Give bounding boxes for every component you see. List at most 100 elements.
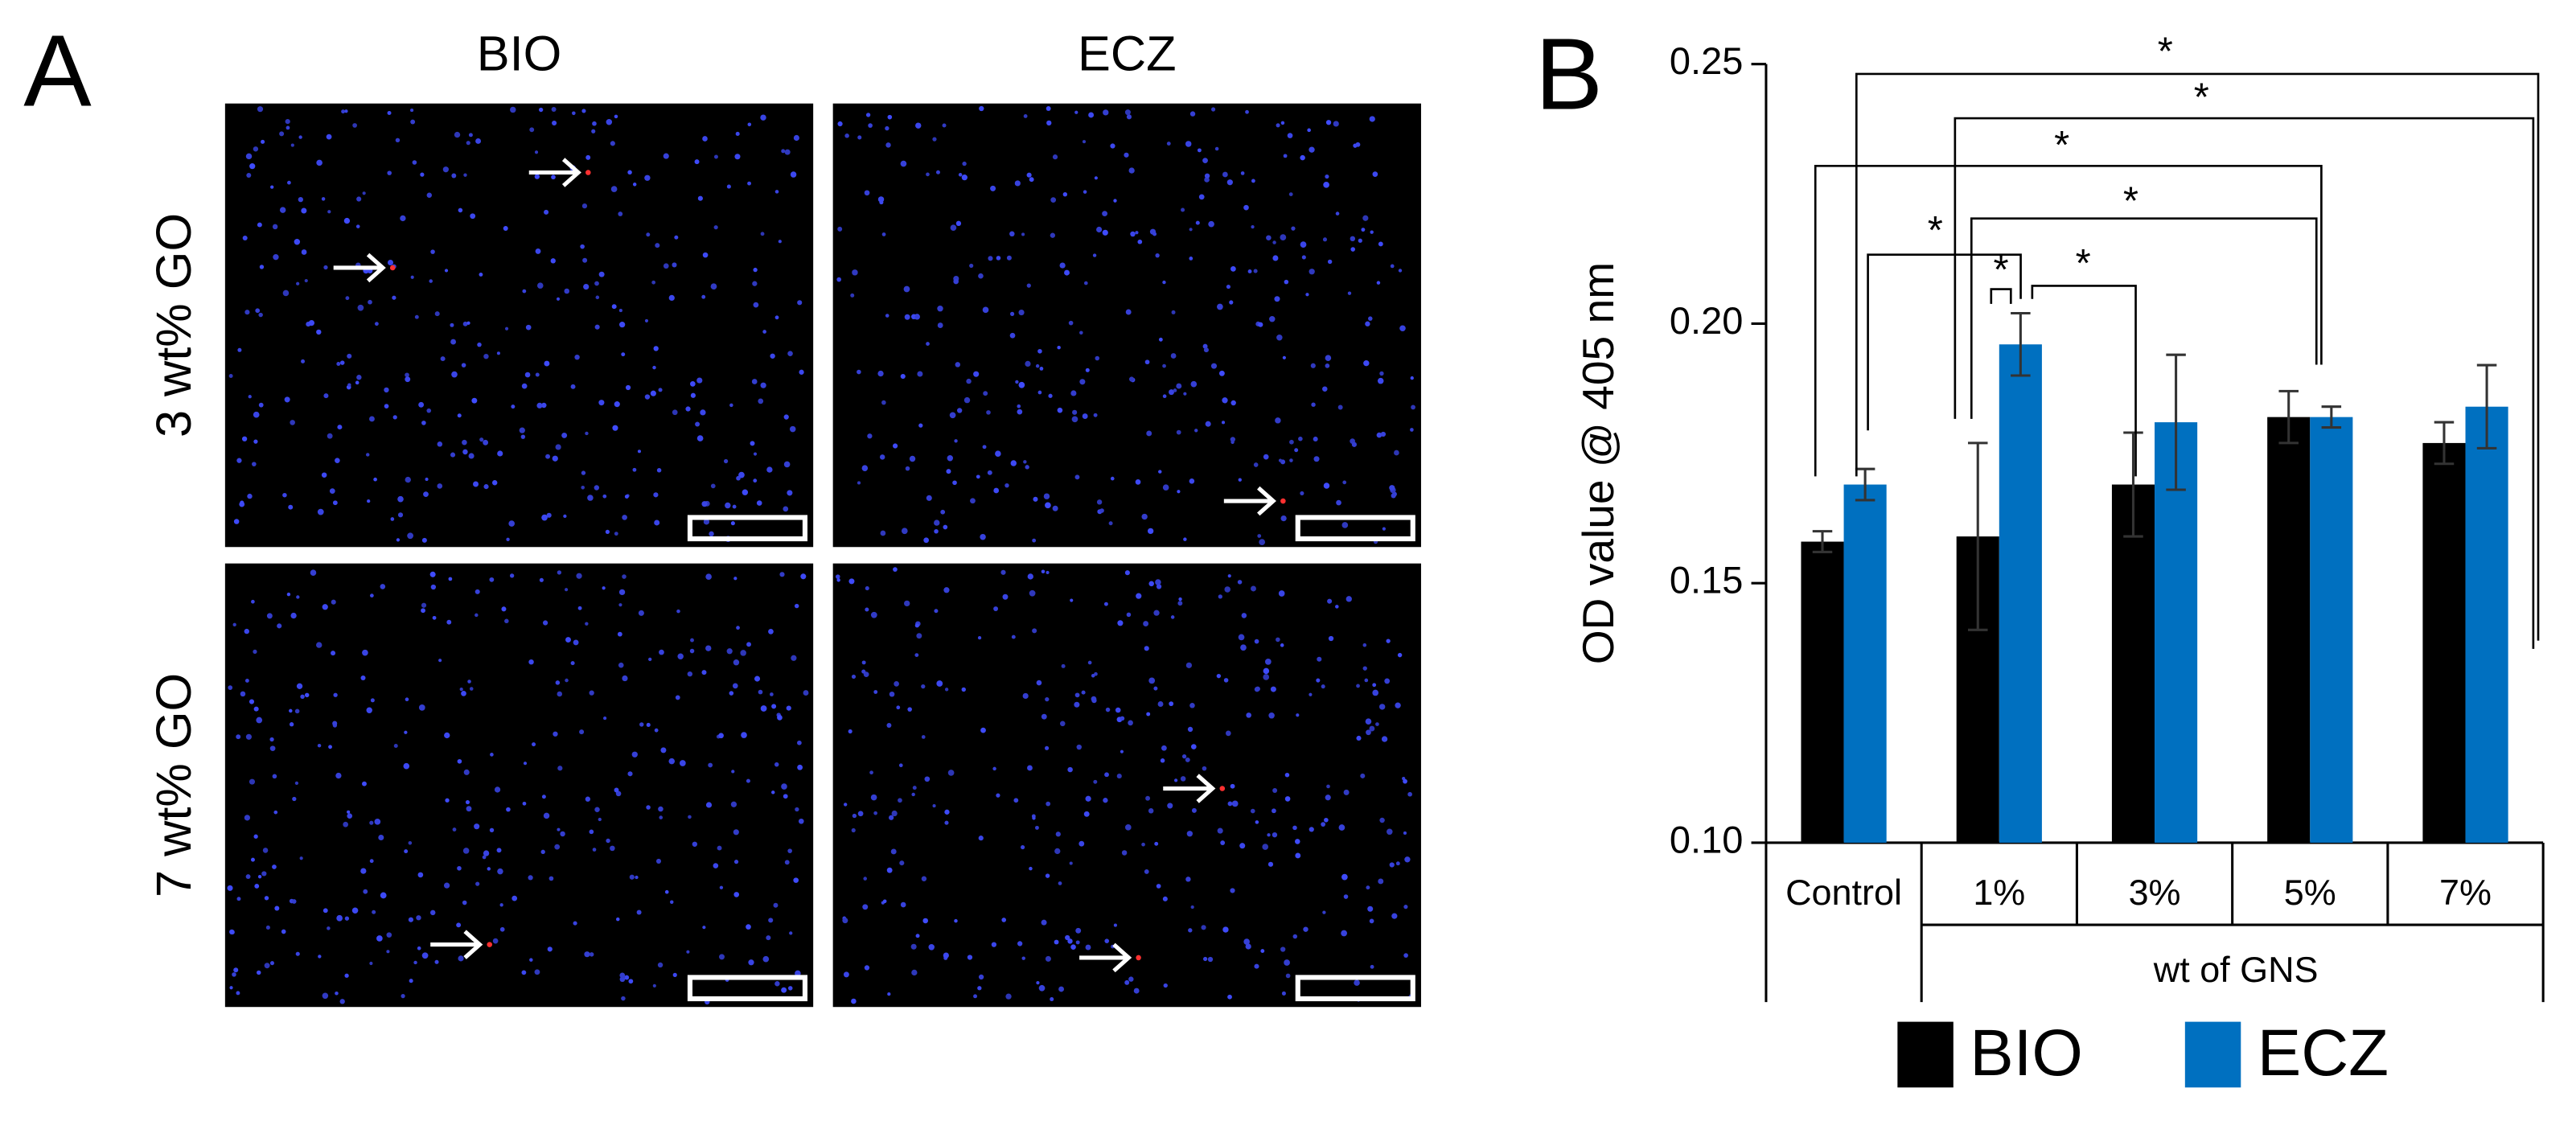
cell-dot [861, 669, 866, 674]
cell-dot [622, 515, 627, 520]
cell-dot [506, 537, 510, 541]
cell-dot [889, 691, 895, 697]
cell-dot [1288, 192, 1293, 196]
cell-dot [1144, 359, 1150, 365]
cell-dot [229, 986, 233, 990]
cell-dot [1069, 861, 1073, 865]
cell-dot [605, 529, 610, 534]
cell-dot [629, 874, 635, 880]
cell-dot [1272, 808, 1276, 814]
cell-dot [592, 121, 597, 126]
cell-dot [479, 272, 483, 277]
cell-dot [1394, 450, 1399, 456]
cell-dot [690, 392, 696, 398]
cell-dot [857, 369, 861, 375]
cell-dot [269, 745, 276, 752]
cell-dot [1251, 585, 1256, 592]
cell-dot [253, 649, 257, 655]
cell-dot [570, 661, 575, 666]
cell-dot [317, 508, 324, 515]
cell-dot [497, 450, 503, 457]
cell-dot [1136, 593, 1142, 599]
cell-dot [1081, 690, 1086, 695]
cell-dot [272, 224, 278, 230]
cell-dot [535, 248, 541, 254]
cell-dot [733, 892, 740, 897]
cell-dot [787, 490, 793, 496]
cell-dot [1298, 436, 1303, 441]
cell-dot [520, 434, 526, 439]
cell-dot [387, 170, 392, 175]
arrow [1079, 942, 1132, 973]
cell-dot [1294, 448, 1299, 453]
cell-dot [421, 537, 427, 543]
cell-dot [304, 279, 308, 283]
cell-dot [336, 914, 343, 922]
cell-dot [378, 834, 384, 840]
cell-dot [269, 737, 274, 742]
cell-dot [1110, 143, 1115, 149]
cell-dot [654, 728, 659, 733]
cell-dot [1321, 684, 1325, 689]
cell-dot [1083, 190, 1087, 194]
cell-dot [771, 704, 777, 709]
cell-dot [1076, 744, 1082, 750]
cell-dot [1050, 232, 1056, 238]
cell-dot [1379, 371, 1384, 376]
cell-dot [978, 273, 984, 279]
cell-dot [1378, 878, 1384, 885]
cell-dot [357, 304, 364, 311]
cell-dot [885, 142, 891, 148]
cell-dot [405, 697, 409, 702]
cell-dot [301, 207, 307, 214]
cell-dot [1369, 918, 1374, 924]
cell-dot [970, 498, 976, 504]
cell-dot [861, 465, 869, 471]
cell-dot [1284, 959, 1290, 966]
cell-dot [652, 365, 656, 370]
cell-dot [343, 821, 349, 827]
cell-dot [843, 971, 849, 978]
cell-dot [430, 249, 435, 254]
cell-dot [1258, 322, 1263, 327]
cell-dot [701, 501, 708, 507]
cell-dot [628, 979, 634, 984]
cell-dot [1067, 938, 1073, 944]
cell-dot [287, 180, 291, 185]
cell-dot [1103, 109, 1109, 116]
cell-dot [686, 950, 690, 954]
cell-dot [717, 845, 722, 851]
cell-dot [760, 114, 766, 121]
cell-dot [327, 926, 331, 930]
error-bar [1855, 467, 1876, 502]
error-bar [2278, 389, 2299, 445]
cell-dot [1253, 462, 1259, 467]
cell-dot [799, 369, 804, 375]
cell-dot [966, 378, 972, 384]
cell-dot [1253, 269, 1258, 273]
cell-dot [565, 678, 569, 683]
cell-dot [386, 950, 390, 954]
cell-dot [344, 109, 348, 113]
cell-dot [294, 781, 299, 786]
cell-dot [292, 796, 297, 802]
cell-dot [241, 436, 248, 441]
bar [2267, 417, 2311, 843]
cell-dot [247, 493, 253, 499]
cell-dot [702, 136, 708, 142]
cell-dot [781, 987, 787, 993]
cell-dot [1125, 309, 1132, 315]
cell-dot [233, 519, 240, 524]
cell-dot [781, 149, 786, 154]
cell-dot [316, 642, 323, 648]
cell-dot [1362, 666, 1367, 671]
cell-dot [1323, 482, 1330, 489]
cell-dot [1052, 505, 1058, 511]
cell-dot [1036, 981, 1040, 985]
arrow [1163, 774, 1216, 803]
cell-dot [501, 606, 507, 612]
significance-label: * [2076, 242, 2091, 285]
cell-dot [450, 452, 456, 458]
cell-dot [1380, 431, 1387, 437]
cell-dot [1255, 820, 1259, 824]
